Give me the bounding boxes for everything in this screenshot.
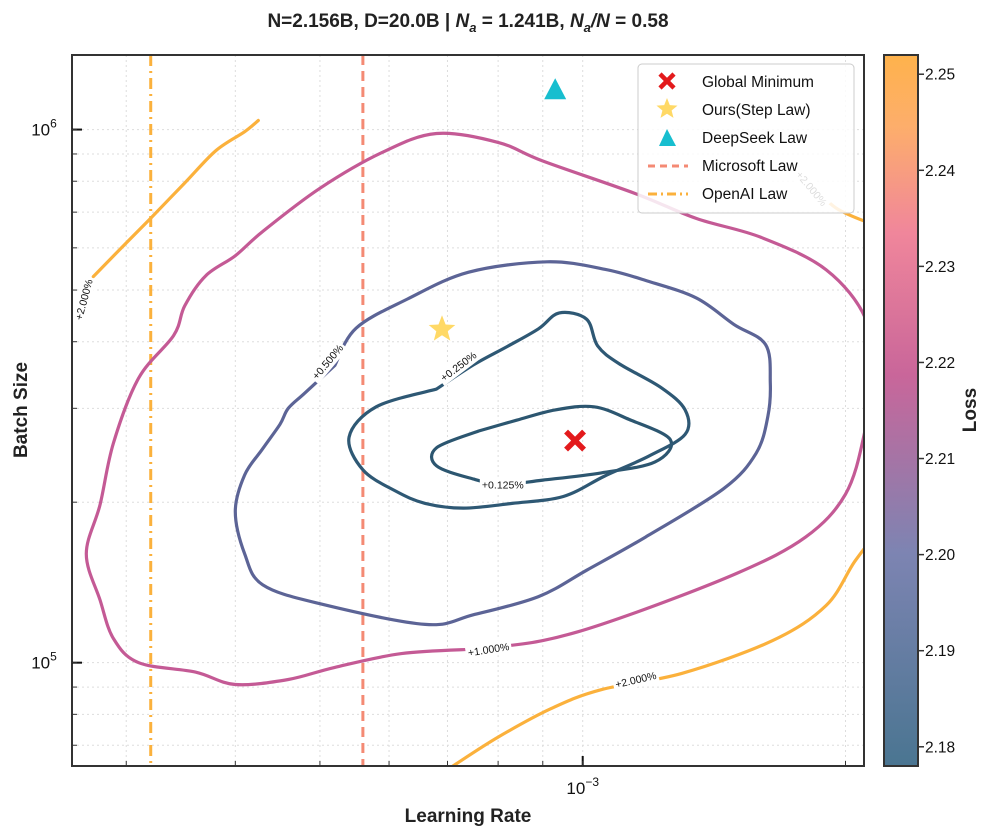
contour-line-3 — [84, 131, 864, 687]
legend-label-global-minimum: Global Minimum — [702, 74, 814, 91]
contour-labels: +0.125%+0.250%+0.500%+1.000%+2.000%+2.00… — [70, 165, 833, 692]
legend-marker-step-law — [656, 98, 678, 118]
y-tick-label: 105 — [31, 650, 57, 673]
legend-label-openai: OpenAI Law — [702, 186, 788, 203]
contour-label-group: +0.500% — [306, 339, 348, 385]
contour-line-5 — [451, 546, 864, 766]
colorbar: 2.18 2.19 2.20 2.21 2.22 2.23 2.24 2.25 — [883, 54, 956, 767]
x-tick-label: 10−3 — [566, 775, 599, 798]
colorbar-tick-label: 2.22 — [925, 355, 955, 372]
contour-label: +0.125% — [482, 479, 524, 491]
contour-label-group: +2.000% — [70, 275, 97, 324]
colorbar-tick-label: 2.18 — [925, 739, 955, 756]
colorbar-tick-label: 2.21 — [925, 451, 955, 468]
legend-label-step-law: Ours(Step Law) — [702, 102, 811, 119]
marker-deepseek — [544, 78, 567, 100]
colorbar-tick-label: 2.23 — [925, 259, 955, 276]
legend: Global Minimum Ours(Step Law) DeepSeek L… — [637, 63, 855, 214]
colorbar-label: Loss — [960, 388, 981, 432]
contour-line-4 — [91, 118, 260, 279]
contour-label-bg — [464, 638, 513, 661]
colorbar-tick-label: 2.19 — [925, 643, 955, 660]
legend-marker-global-minimum — [658, 72, 676, 90]
contour-label-bg — [435, 346, 482, 386]
colorbar-tick-label: 2.24 — [925, 163, 956, 180]
legend-marker-deepseek — [659, 129, 676, 146]
colorbar-tick-label: 2.20 — [925, 547, 956, 564]
marker-step-law — [428, 315, 456, 341]
chart-title: N=2.156B, D=20.0B | Na = 1.241B, Na/N = … — [267, 11, 668, 35]
legend-label-microsoft: Microsoft Law — [702, 158, 798, 175]
contour-label-group: +2.000% — [611, 667, 660, 692]
contour-label-bg — [479, 476, 526, 492]
colorbar-gradient — [883, 54, 919, 767]
contour-line-2 — [233, 260, 773, 627]
contour-label: +0.500% — [310, 342, 346, 382]
contour-line-0 — [429, 404, 673, 487]
axis-ticks: 10−3 105 106 — [31, 117, 847, 798]
x-axis-label: Learning Rate — [405, 806, 532, 827]
y-axis-label: Batch Size — [11, 362, 32, 458]
contour-label-bg — [70, 275, 97, 324]
y-tick-label: 106 — [31, 117, 57, 140]
marker-x-stroke — [564, 429, 586, 452]
plot-frame — [71, 54, 865, 767]
contour-label-bg — [306, 339, 348, 385]
markers — [428, 78, 586, 452]
contour-label-group: +1.000% — [464, 638, 513, 661]
contour-line-1 — [347, 310, 691, 510]
contour-label-group: +0.125% — [479, 476, 526, 492]
legend-box — [637, 63, 855, 214]
contour-label-bg — [611, 667, 660, 692]
legend-label-deepseek: DeepSeek Law — [702, 130, 808, 147]
marker-global-minimum — [564, 429, 586, 452]
colorbar-tick-label: 2.25 — [925, 67, 955, 84]
